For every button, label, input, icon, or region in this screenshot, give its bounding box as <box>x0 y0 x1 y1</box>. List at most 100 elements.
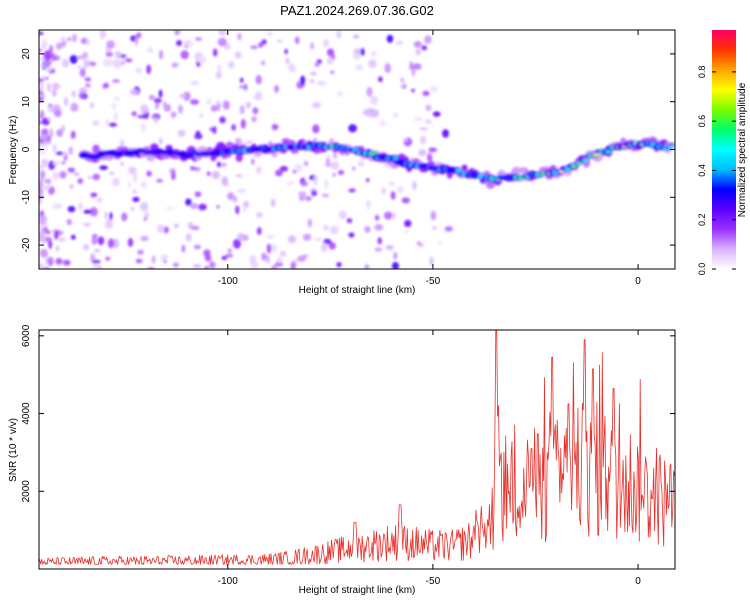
spectral-blob <box>235 152 243 162</box>
y-tick-label: 0 <box>21 146 32 152</box>
colorbar-label: Normalized spectral amplitude <box>737 82 748 217</box>
spectral-blob <box>111 102 117 110</box>
spectral-blob <box>221 176 228 187</box>
spectral-blob <box>211 170 220 180</box>
spectral-blob <box>242 207 247 213</box>
spectral-blob <box>248 140 252 145</box>
spectral-blob <box>329 226 339 235</box>
spectral-blob <box>176 40 183 47</box>
spectral-blob <box>294 36 300 45</box>
spectral-blob <box>276 257 283 264</box>
spectral-blob <box>266 254 270 264</box>
spectral-blob <box>52 82 59 90</box>
snr-x-axis: -100 -50 0 <box>218 330 641 587</box>
spectral-blob <box>216 103 221 112</box>
spectral-blob <box>357 160 365 167</box>
spectral-blob <box>257 42 264 48</box>
spectral-blob <box>234 51 242 59</box>
spectral-blob <box>285 181 295 185</box>
spectral-blob <box>461 164 468 171</box>
colorbar-tick-label: 0.2 <box>697 213 707 226</box>
spectral-blob <box>51 88 57 97</box>
spectral-blob <box>425 104 432 112</box>
spectral-blob <box>107 238 115 249</box>
spectral-blob <box>424 119 433 125</box>
spectral-blob <box>130 207 135 211</box>
spectral-blob <box>39 215 48 225</box>
spectral-blob <box>131 111 137 117</box>
spectral-blob <box>83 223 90 227</box>
spectral-blob <box>56 129 63 137</box>
spectral-blob <box>111 79 121 83</box>
spectral-blob <box>133 172 138 183</box>
spectral-blob <box>323 224 329 231</box>
spectral-blob <box>233 238 241 249</box>
x-tick-label: -50 <box>426 576 441 587</box>
spectral-blob <box>46 82 52 92</box>
spectral-blob <box>62 259 71 266</box>
spectral-blob <box>156 178 164 183</box>
spectral-blob <box>40 76 46 81</box>
spectral-blob <box>366 86 373 97</box>
spectral-blob <box>165 206 175 211</box>
spectral-blob <box>141 181 147 188</box>
spectral-blob <box>198 203 207 211</box>
spectral-blob <box>428 147 438 153</box>
spectral-blob <box>442 129 449 138</box>
spectral-blob <box>237 32 242 41</box>
spectral-blob <box>218 30 227 37</box>
spectral-blob <box>60 124 66 133</box>
spectrogram-x-axis: -100 -50 0 <box>218 30 641 287</box>
spectral-blob <box>401 197 410 204</box>
spectral-blob <box>55 151 64 156</box>
spectral-blob <box>71 90 77 98</box>
spectral-blob <box>274 169 283 177</box>
spectral-blob <box>154 102 160 110</box>
spectral-blob <box>260 60 266 66</box>
spectral-blob <box>402 138 408 142</box>
spectral-blob <box>103 82 109 89</box>
colorbar-tick-label: 0.4 <box>697 164 707 177</box>
spectral-blob <box>39 232 43 242</box>
spectral-blob <box>127 181 132 189</box>
spectral-blob <box>204 254 212 262</box>
spectral-blob <box>352 148 359 151</box>
spectral-blob <box>58 237 66 242</box>
spectral-blob <box>41 56 45 61</box>
spectral-blob <box>39 248 49 258</box>
spectral-blob <box>147 266 155 269</box>
spectral-blob <box>144 211 150 220</box>
spectral-blob <box>605 150 612 154</box>
spectral-blob <box>171 62 178 68</box>
spectral-blob <box>348 188 356 193</box>
spectral-blob <box>284 48 288 55</box>
spectral-blob <box>49 128 54 138</box>
spectral-blob <box>132 189 137 194</box>
spectral-blob <box>370 95 379 106</box>
spectral-blob <box>210 105 218 112</box>
spectral-blob <box>395 40 404 46</box>
spectral-blob <box>388 181 396 187</box>
spectral-blob <box>377 237 382 245</box>
spectral-blob <box>427 156 433 161</box>
spectral-blob <box>89 61 97 67</box>
spectral-blob <box>238 85 248 89</box>
spectral-blob <box>48 240 53 249</box>
spectral-blob <box>135 258 143 264</box>
spectral-blob <box>114 96 120 102</box>
spectral-blob <box>184 39 194 48</box>
spectral-blob <box>48 106 53 112</box>
spectral-blob <box>112 177 120 187</box>
spectral-blob <box>355 64 363 71</box>
spectral-blob <box>47 256 54 267</box>
spectral-blob <box>346 217 353 224</box>
spectral-blob <box>45 76 49 80</box>
spectral-blob <box>297 255 306 262</box>
spectral-blob <box>69 54 78 64</box>
spectral-blob <box>592 153 602 157</box>
spectral-blob <box>412 63 422 70</box>
spectral-blob <box>354 47 361 55</box>
spectral-blob <box>323 179 329 189</box>
spectral-blob <box>49 44 53 55</box>
